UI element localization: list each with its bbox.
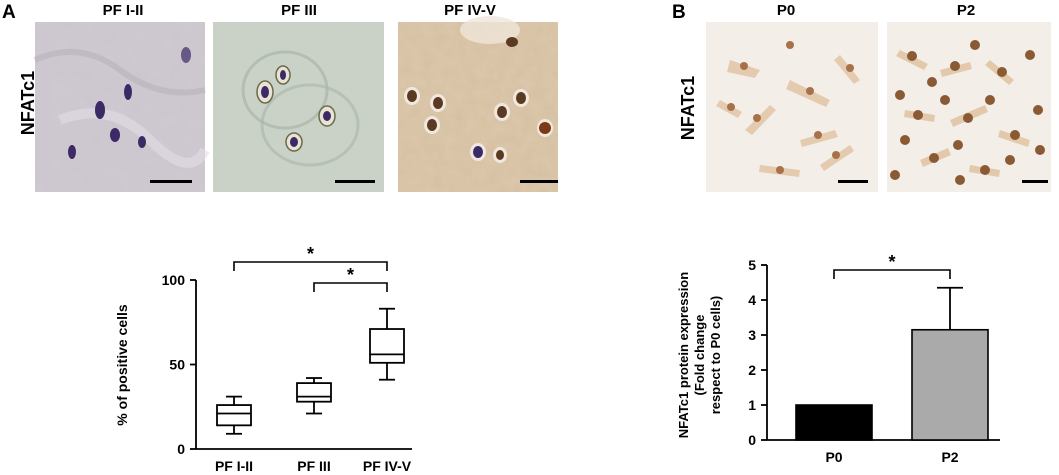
micrograph-label-pf-i-ii: PF I-II — [103, 2, 144, 19]
box-iqr — [369, 328, 405, 364]
micrograph-pf-i-ii — [33, 22, 210, 192]
scale-bar — [150, 180, 192, 183]
y-tick-label: 1 — [748, 397, 756, 413]
significance-bracket — [833, 269, 951, 279]
x-tick-label: PF I-II — [215, 458, 253, 474]
barchart-protein-expression: NFATc1 protein expression (Fold change r… — [676, 252, 1000, 465]
panel-a-letter: A — [2, 2, 16, 23]
panel-b-row-label: NFATc1 — [678, 76, 698, 140]
y-tick-label: 5 — [748, 257, 756, 273]
significance-star: * — [307, 244, 314, 264]
y-tick-label: 3 — [748, 327, 756, 343]
micrograph-label-pf-iv-v: PF IV-V — [444, 2, 496, 19]
bar — [911, 328, 989, 441]
micrograph-pf-iv-v — [398, 16, 558, 192]
bar — [795, 404, 873, 441]
significance-star: * — [888, 252, 895, 272]
micrograph-pf-iii — [213, 22, 384, 192]
scale-bar — [1022, 180, 1048, 183]
scale-bar — [520, 180, 558, 183]
panel-a-row-label: NFATc1 — [18, 71, 38, 135]
boxplot-positive-cells: % of positive cells 0 50 100 PF I-II PF III P… — [114, 244, 412, 474]
micrograph-label-p2: P2 — [957, 2, 975, 19]
scale-bar — [838, 180, 868, 183]
micrograph-label-p0: P0 — [777, 2, 795, 19]
y-tick-label: 4 — [748, 292, 756, 308]
box-iqr — [296, 382, 332, 403]
barchart-ylabel-line3: respect to P0 cells) — [708, 296, 723, 415]
significance-star: * — [347, 265, 354, 285]
x-tick-label: P0 — [825, 449, 842, 465]
y-tick-label: 100 — [162, 272, 186, 288]
panel-b-letter: B — [672, 2, 686, 23]
micrograph-p0 — [706, 22, 878, 192]
y-tick-label: 0 — [177, 441, 185, 457]
barchart-ylabel-line1: NFATc1 protein expression — [676, 272, 691, 438]
y-tick-label: 0 — [748, 432, 756, 448]
scale-bar — [335, 180, 375, 183]
significance-bracket — [313, 282, 388, 292]
x-tick-label: PF IV-V — [363, 458, 412, 474]
micrograph-p2 — [887, 22, 1051, 192]
y-tick-label: 50 — [169, 357, 185, 373]
micrograph-label-pf-iii: PF III — [281, 2, 317, 19]
box-iqr — [216, 404, 252, 427]
y-tick-label: 2 — [748, 362, 756, 378]
significance-bracket — [233, 261, 388, 271]
x-tick-label: P2 — [941, 449, 958, 465]
boxplot-ylabel: % of positive cells — [114, 304, 130, 426]
x-tick-label: PF III — [297, 458, 330, 474]
barchart-ylabel-line2: (Fold change — [692, 315, 707, 396]
